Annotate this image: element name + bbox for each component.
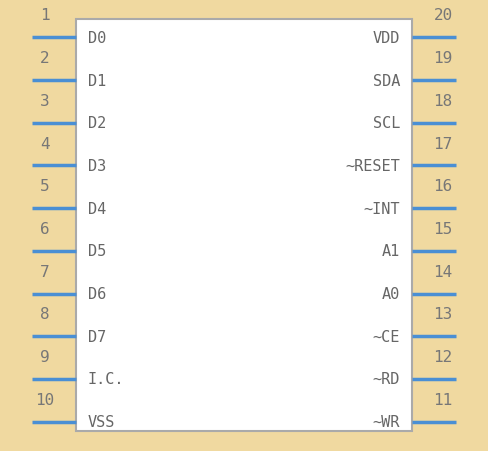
Text: VSS: VSS xyxy=(88,414,115,429)
Text: D3: D3 xyxy=(88,159,106,174)
Text: 3: 3 xyxy=(40,94,50,109)
Text: 13: 13 xyxy=(433,307,453,322)
Text: ~INT: ~INT xyxy=(364,201,400,216)
Text: D4: D4 xyxy=(88,201,106,216)
Text: 1: 1 xyxy=(40,9,50,23)
Text: ~WR: ~WR xyxy=(373,414,400,429)
Text: 9: 9 xyxy=(40,349,50,364)
Bar xyxy=(76,20,412,431)
Text: SCL: SCL xyxy=(373,116,400,131)
Text: 2: 2 xyxy=(40,51,50,66)
Text: 18: 18 xyxy=(433,94,453,109)
Text: ~CE: ~CE xyxy=(373,329,400,344)
Text: D1: D1 xyxy=(88,74,106,88)
Text: 16: 16 xyxy=(433,179,453,194)
Text: 8: 8 xyxy=(40,307,50,322)
Text: 10: 10 xyxy=(35,392,55,407)
Text: I.C.: I.C. xyxy=(88,372,124,387)
Text: 6: 6 xyxy=(40,221,50,236)
Text: 4: 4 xyxy=(40,136,50,151)
Text: D2: D2 xyxy=(88,116,106,131)
Text: ~RESET: ~RESET xyxy=(346,159,400,174)
Text: 19: 19 xyxy=(433,51,453,66)
Text: 12: 12 xyxy=(433,349,453,364)
Text: SDA: SDA xyxy=(373,74,400,88)
Text: ~RD: ~RD xyxy=(373,372,400,387)
Text: 17: 17 xyxy=(433,136,453,151)
Text: 7: 7 xyxy=(40,264,50,279)
Text: 11: 11 xyxy=(433,392,453,407)
Text: D5: D5 xyxy=(88,244,106,259)
Text: 20: 20 xyxy=(433,9,453,23)
Text: A0: A0 xyxy=(382,286,400,301)
Text: 15: 15 xyxy=(433,221,453,236)
Text: 5: 5 xyxy=(40,179,50,194)
Text: D6: D6 xyxy=(88,286,106,301)
Text: 14: 14 xyxy=(433,264,453,279)
Text: D0: D0 xyxy=(88,31,106,46)
Text: VDD: VDD xyxy=(373,31,400,46)
Text: A1: A1 xyxy=(382,244,400,259)
Text: D7: D7 xyxy=(88,329,106,344)
